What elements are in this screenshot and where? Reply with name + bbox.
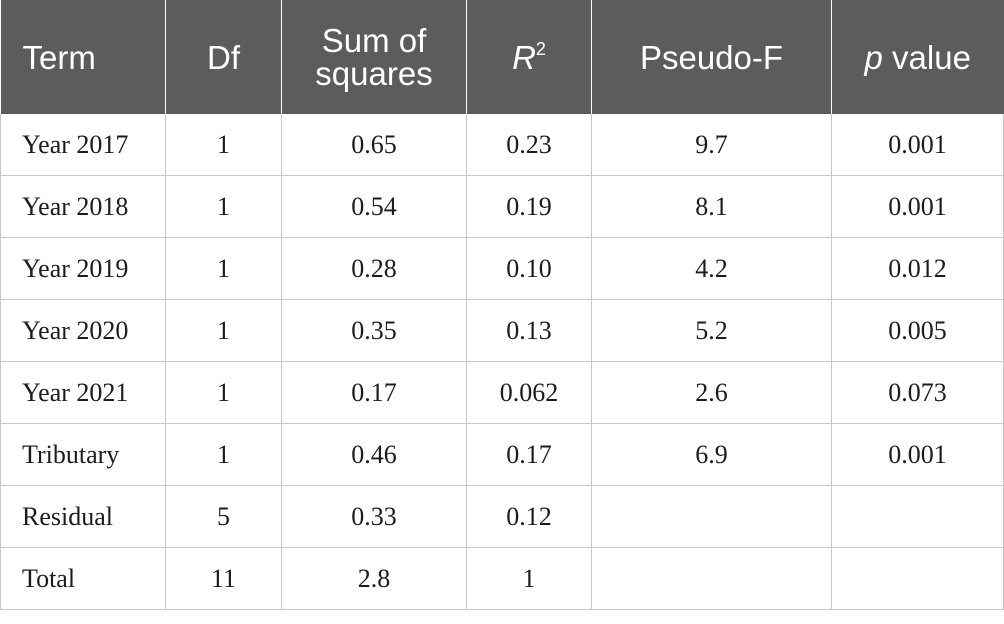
cell-ss: 0.54 <box>281 175 467 238</box>
cell-term: Residual <box>0 485 166 548</box>
cell-p-value: 0.012 <box>831 237 1004 300</box>
table-row: Tributary 1 0.46 0.17 6.9 0.001 <box>0 423 1004 486</box>
table-row: Year 2019 1 0.28 0.10 4.2 0.012 <box>0 237 1004 300</box>
table-row: Year 2017 1 0.65 0.23 9.7 0.001 <box>0 114 1004 176</box>
cell-df: 1 <box>165 237 282 300</box>
cell-r2: 0.12 <box>466 485 592 548</box>
cell-p-value <box>831 485 1004 548</box>
cell-pseudo-f <box>591 547 832 610</box>
cell-r2: 0.23 <box>466 114 592 176</box>
cell-r2: 0.062 <box>466 361 592 424</box>
cell-r2: 0.13 <box>466 299 592 362</box>
cell-term: Year 2019 <box>0 237 166 300</box>
header-pseudo-f: Pseudo-F <box>591 0 832 114</box>
header-r-squared: R2 <box>466 0 592 114</box>
header-row: Term Df Sum of squares R2 Pseudo-F p val… <box>0 0 1004 114</box>
header-r2-sup: 2 <box>535 38 546 59</box>
cell-term: Year 2018 <box>0 175 166 238</box>
table-row: Year 2018 1 0.54 0.19 8.1 0.001 <box>0 175 1004 238</box>
cell-df: 1 <box>165 299 282 362</box>
cell-pseudo-f: 5.2 <box>591 299 832 362</box>
cell-df: 11 <box>165 547 282 610</box>
header-p-italic: p <box>864 38 883 76</box>
header-p-rest: value <box>882 38 971 76</box>
table-row: Year 2021 1 0.17 0.062 2.6 0.073 <box>0 361 1004 424</box>
header-ss-line1: Sum of <box>321 22 427 59</box>
cell-p-value: 0.001 <box>831 175 1004 238</box>
cell-r2: 0.10 <box>466 237 592 300</box>
cell-ss: 2.8 <box>281 547 467 610</box>
cell-ss: 0.33 <box>281 485 467 548</box>
cell-p-value: 0.001 <box>831 423 1004 486</box>
cell-p-value <box>831 547 1004 610</box>
statistics-table: Term Df Sum of squares R2 Pseudo-F p val… <box>0 0 1004 610</box>
header-ss-line2: squares <box>315 55 433 92</box>
table-body: Year 2017 1 0.65 0.23 9.7 0.001 Year 201… <box>0 114 1004 610</box>
header-term: Term <box>0 0 166 114</box>
cell-term: Year 2020 <box>0 299 166 362</box>
cell-ss: 0.17 <box>281 361 467 424</box>
cell-ss: 0.65 <box>281 114 467 176</box>
cell-df: 1 <box>165 114 282 176</box>
table-row: Year 2020 1 0.35 0.13 5.2 0.005 <box>0 299 1004 362</box>
table-header: Term Df Sum of squares R2 Pseudo-F p val… <box>0 0 1004 114</box>
cell-df: 5 <box>165 485 282 548</box>
cell-p-value: 0.001 <box>831 114 1004 176</box>
cell-term: Year 2017 <box>0 114 166 176</box>
cell-df: 1 <box>165 361 282 424</box>
cell-term: Tributary <box>0 423 166 486</box>
cell-term: Year 2021 <box>0 361 166 424</box>
header-r2-base: R <box>512 38 536 76</box>
cell-df: 1 <box>165 175 282 238</box>
table-row: Total 11 2.8 1 <box>0 547 1004 610</box>
cell-pseudo-f: 9.7 <box>591 114 832 176</box>
cell-ss: 0.46 <box>281 423 467 486</box>
cell-term: Total <box>0 547 166 610</box>
cell-r2: 0.17 <box>466 423 592 486</box>
cell-pseudo-f <box>591 485 832 548</box>
cell-ss: 0.28 <box>281 237 467 300</box>
cell-r2: 0.19 <box>466 175 592 238</box>
table-row: Residual 5 0.33 0.12 <box>0 485 1004 548</box>
cell-df: 1 <box>165 423 282 486</box>
cell-ss: 0.35 <box>281 299 467 362</box>
cell-r2: 1 <box>466 547 592 610</box>
cell-pseudo-f: 6.9 <box>591 423 832 486</box>
cell-p-value: 0.005 <box>831 299 1004 362</box>
cell-pseudo-f: 8.1 <box>591 175 832 238</box>
header-p-value: p value <box>831 0 1004 114</box>
header-df: Df <box>165 0 282 114</box>
cell-pseudo-f: 2.6 <box>591 361 832 424</box>
cell-p-value: 0.073 <box>831 361 1004 424</box>
header-sum-of-squares: Sum of squares <box>281 0 467 114</box>
cell-pseudo-f: 4.2 <box>591 237 832 300</box>
